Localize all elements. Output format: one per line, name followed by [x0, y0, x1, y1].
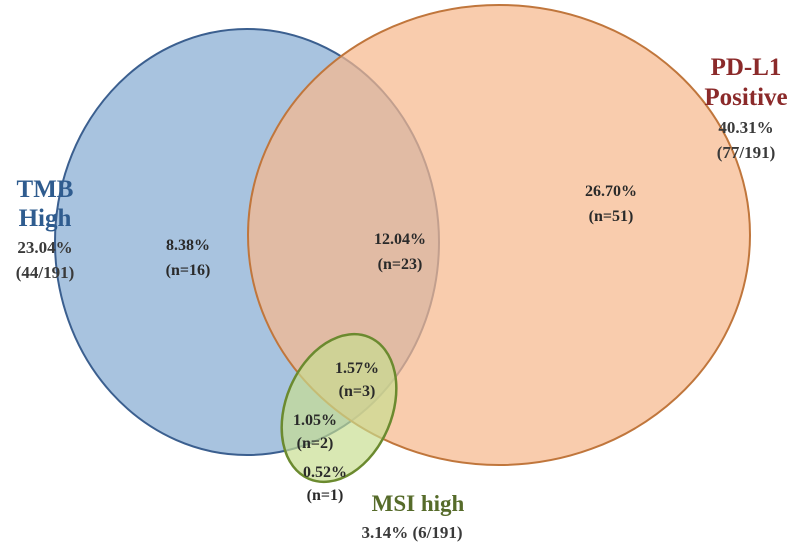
pdl1-title-line1: PD-L1 — [711, 54, 782, 81]
region-msi-only-count: (n=1) — [307, 487, 344, 504]
tmb-fraction: (44/191) — [16, 263, 75, 282]
region-tmb-only-count: (n=16) — [166, 262, 211, 279]
pdl1-title-line2: Positive — [704, 84, 787, 111]
pdl1-fraction: (77/191) — [717, 143, 776, 162]
region-all-three-count: (n=3) — [339, 383, 376, 400]
region-tmb-msi-percent: 1.05% — [293, 412, 337, 429]
pdl1-percent: 40.31% — [718, 118, 773, 137]
region-tmb-msi-count: (n=2) — [297, 435, 334, 452]
msi-high-ellipse — [280, 332, 398, 484]
tmb-title-line1: TMB — [17, 176, 74, 203]
region-msi-only-percent: 0.52% — [303, 464, 347, 481]
tmb-percent: 23.04% — [17, 238, 72, 257]
region-all-three-percent: 1.57% — [335, 360, 379, 377]
msi-summary: 3.14% (6/191) — [361, 523, 462, 542]
tmb-title-line2: High — [19, 205, 72, 232]
region-pdl1-only-count: (n=51) — [589, 208, 634, 225]
region-tmb-pdl1-count: (n=23) — [378, 256, 423, 273]
region-pdl1-only-percent: 26.70% — [585, 183, 637, 200]
region-tmb-pdl1-percent: 12.04% — [374, 231, 426, 248]
region-tmb-only-percent: 8.38% — [166, 237, 210, 254]
msi-title: MSI high — [372, 491, 465, 516]
